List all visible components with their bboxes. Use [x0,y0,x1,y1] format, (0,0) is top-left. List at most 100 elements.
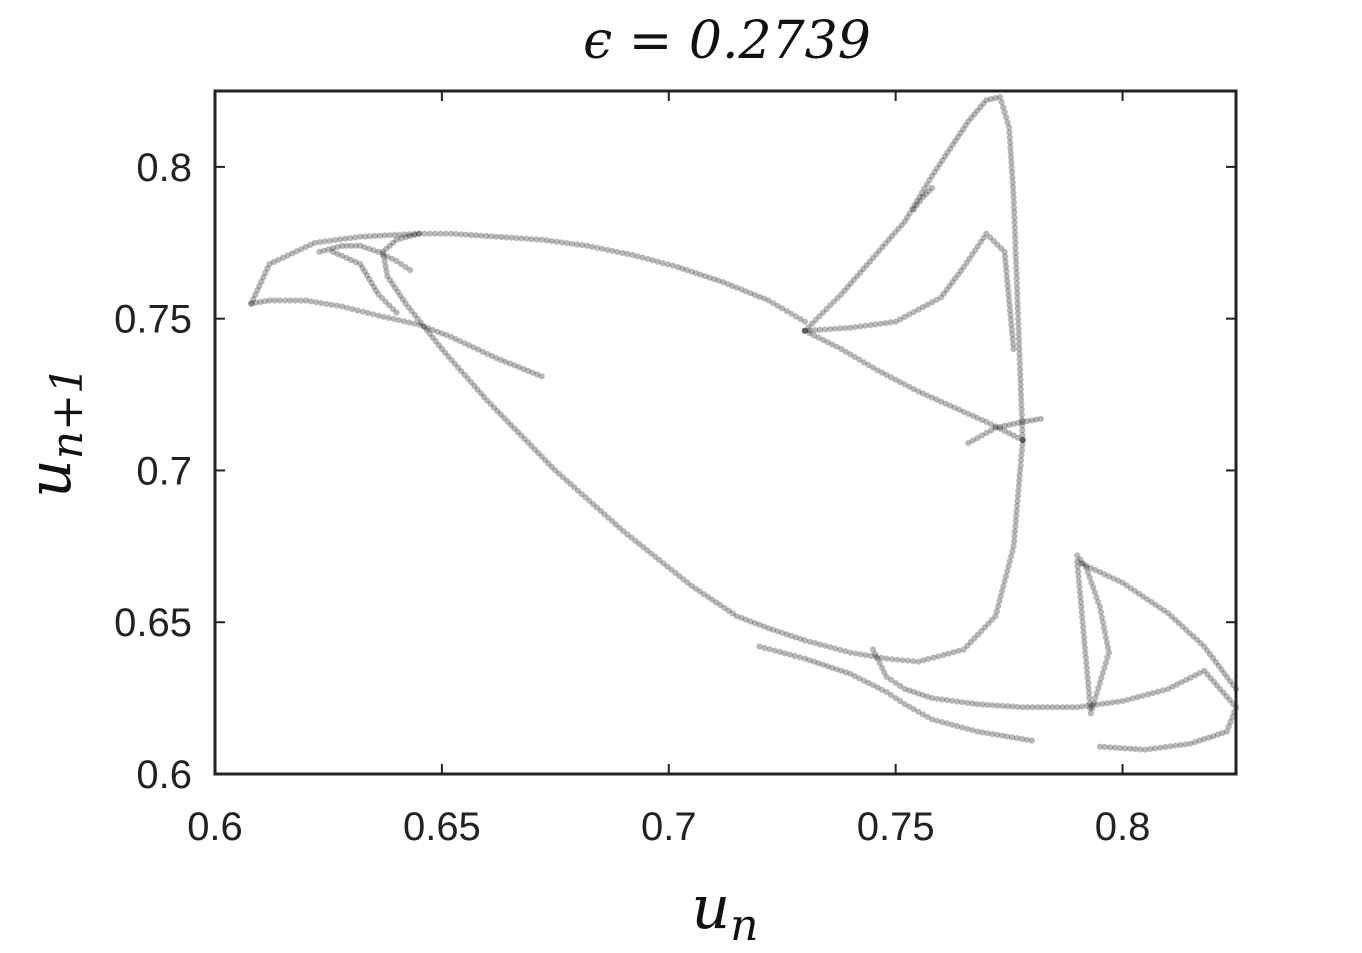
scatter-point [857,323,864,330]
scatter-point [416,321,423,328]
scatter-point [856,675,863,682]
scatter-point [342,235,349,242]
scatter-point [879,243,886,251]
scatter-point [1016,472,1023,479]
scatter-point [1080,560,1087,567]
scatter-point [464,375,471,382]
scatter-point [1204,647,1211,654]
scatter-point [1014,492,1022,499]
scatter-point [766,646,773,653]
scatter-point [1018,406,1025,413]
scatter-point [729,610,736,617]
scatter-point [1049,704,1056,711]
scatter-point [361,268,368,275]
scatter-point [844,284,851,291]
scatter-point [1008,169,1016,176]
scatter-point [429,326,436,333]
scatter-point [1127,745,1134,752]
scatter-point [1172,616,1179,623]
scatter-point [451,360,458,367]
scatter-point [1144,596,1151,603]
scatter-point [1124,696,1131,703]
scatter-point [906,210,913,217]
scatter-point [659,259,666,267]
scatter-point [873,653,880,661]
scatter-point [488,233,495,240]
scatter-point [664,261,671,268]
scatter-point [1075,573,1082,580]
scatter-point [287,297,294,304]
scatter-point [949,721,956,728]
scatter-point [779,629,786,636]
scatter-point [362,233,369,240]
scatter-point [916,193,923,200]
scatter-point [1093,594,1100,601]
scatter-point [742,288,750,295]
scatter-point [954,133,962,141]
scatter-point [1013,512,1020,520]
scatter-point [1169,683,1176,690]
scatter-point [1003,733,1011,740]
scatter-point [842,348,849,355]
scatter-point [1019,437,1026,444]
scatter-point [248,300,255,307]
scatter-point [1192,739,1199,746]
scatter-point [624,531,631,538]
scatter-point [1012,517,1019,525]
scatter-point [1157,744,1164,751]
scatter-point [378,294,386,302]
scatter-point [994,702,1001,709]
scatter-point [254,287,261,294]
scatter-point [1129,695,1136,702]
scatter-point [386,242,393,249]
scatter-point [421,230,428,237]
scatter-point [688,582,695,589]
scatter-point [1037,415,1044,422]
scatter-point [892,318,899,325]
scatter-point [261,298,268,305]
scatter-point [910,308,917,316]
scatter-point [952,275,959,282]
scatter-point [329,245,337,252]
scatter-point [788,632,795,640]
scatter-point [307,241,314,248]
scatter-point [957,130,964,137]
scatter-point [1090,700,1097,707]
scatter-point [1019,421,1026,428]
scatter-point [942,400,949,407]
scatter-point [892,376,899,383]
scatter-point [1080,634,1088,641]
scatter-point [1039,704,1046,711]
scatter-point [925,655,932,663]
scatter-point [1201,667,1208,674]
scatter-point [354,307,361,314]
scatter-point [847,649,854,656]
scatter-point [733,284,740,291]
scatter-point [589,243,596,250]
scatter-point [302,297,309,304]
scatter-point [944,149,951,156]
scatter-point [688,268,695,275]
scatter-point [1080,624,1087,631]
scatter-point [974,701,981,708]
scatter-point [1028,737,1035,744]
scatter-point [256,282,263,290]
scatter-point [389,305,396,313]
scatter-point [1197,640,1204,647]
scatter-point [393,236,400,243]
scatter-point [842,325,849,332]
scatter-point [442,349,449,356]
scatter-point [328,301,335,308]
scatter-point [993,608,1000,615]
scatter-point [940,651,947,659]
scatter-point [887,319,894,326]
scatter-point [325,246,332,253]
scatter-point [964,642,971,649]
scatter-point [901,313,908,320]
y-tick-label: 0.8 [136,146,192,190]
scatter-point [443,332,450,339]
scatter-point [1007,144,1014,151]
scatter-point [897,379,904,386]
scatter-point [998,99,1005,106]
scatter-point [801,327,809,334]
